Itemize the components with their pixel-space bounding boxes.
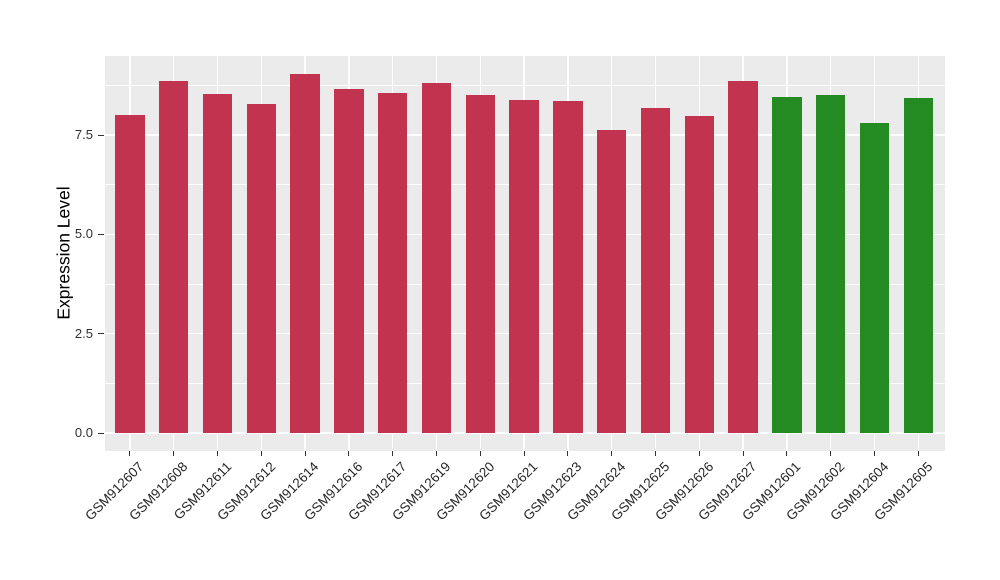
bar-GSM912620 — [465, 94, 496, 433]
y-tick-label: 2.5 — [74, 325, 93, 341]
x-tick-mark — [348, 451, 350, 456]
bar-GSM912621 — [509, 99, 539, 433]
x-tick-mark — [523, 451, 525, 456]
bar-GSM912619 — [421, 83, 452, 433]
x-tick-mark — [830, 451, 832, 456]
x-tick-mark — [129, 451, 131, 456]
bar-GSM912625 — [640, 108, 671, 433]
gridline-minor-y — [105, 85, 945, 86]
x-tick-mark — [698, 451, 700, 456]
x-tick-mark — [786, 451, 788, 456]
bar-GSM912616 — [334, 89, 364, 433]
y-tick-mark — [98, 432, 104, 434]
bar-GSM912604 — [859, 123, 890, 433]
x-tick-mark — [742, 451, 744, 456]
x-tick-mark — [479, 451, 481, 456]
x-tick-mark — [260, 451, 262, 456]
y-tick-mark — [98, 134, 104, 136]
y-tick-mark — [98, 333, 104, 335]
bar-GSM912617 — [377, 93, 408, 433]
x-tick-mark — [567, 451, 569, 456]
y-tick-mark — [98, 233, 104, 235]
x-tick-mark — [436, 451, 437, 456]
bar-GSM912626 — [684, 115, 715, 433]
y-tick-label: 7.5 — [74, 127, 93, 143]
bar-GSM912612 — [246, 104, 277, 433]
bar-GSM912602 — [815, 94, 846, 433]
x-tick-mark — [173, 451, 175, 456]
x-tick-mark — [392, 451, 394, 456]
y-tick-label: 5.0 — [74, 226, 93, 242]
x-tick-mark — [874, 451, 875, 456]
bar-GSM912624 — [596, 129, 627, 433]
bar-GSM912601 — [772, 96, 802, 433]
bar-GSM912611 — [202, 94, 233, 433]
bar-GSM912623 — [553, 100, 583, 433]
x-tick-mark — [655, 451, 656, 456]
bar-GSM912627 — [728, 81, 758, 433]
x-tick-mark — [217, 451, 218, 456]
gridline-major-y — [105, 432, 945, 434]
bar-GSM912614 — [290, 74, 320, 433]
bar-GSM912607 — [115, 114, 145, 433]
plot-area — [105, 56, 945, 451]
x-tick-mark — [611, 451, 613, 456]
bar-GSM912608 — [158, 81, 189, 433]
bar-GSM912605 — [903, 98, 934, 433]
x-tick-mark — [917, 451, 919, 456]
x-tick-mark — [304, 451, 306, 456]
y-tick-label: 0.0 — [74, 425, 93, 440]
y-axis-title: Expression Level — [53, 186, 74, 320]
